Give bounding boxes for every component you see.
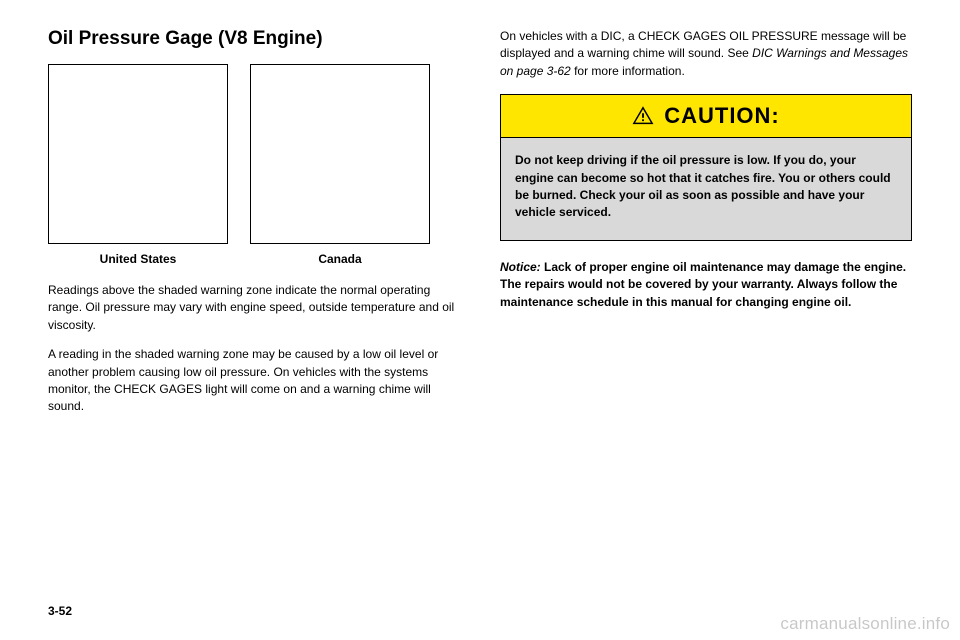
notice-label: Notice: [500,260,541,274]
page-number: 3-52 [48,604,72,618]
watermark-text: carmanualsonline.info [780,614,950,634]
left-paragraph-1: Readings above the shaded warning zone i… [48,282,460,334]
gage-images-row [48,64,460,244]
gage-canada-placeholder [250,64,430,244]
caption-row: United States Canada [48,252,460,266]
warning-triangle-icon [632,105,654,127]
caution-box: CAUTION: Do not keep driving if the oil … [500,94,912,241]
right-column: On vehicles with a DIC, a CHECK GAGES OI… [500,28,912,428]
right-p1-c: for more information. [571,64,685,78]
caution-title: CAUTION: [664,103,780,129]
caption-us: United States [48,252,228,266]
caution-header: CAUTION: [501,95,911,138]
page-content: Oil Pressure Gage (V8 Engine) United Sta… [0,0,960,428]
notice-body: Lack of proper engine oil maintenance ma… [500,260,906,309]
gage-us-placeholder [48,64,228,244]
left-column: Oil Pressure Gage (V8 Engine) United Sta… [48,28,460,428]
notice-paragraph: Notice: Lack of proper engine oil mainte… [500,259,912,311]
caption-canada: Canada [250,252,430,266]
section-heading: Oil Pressure Gage (V8 Engine) [48,28,460,50]
caution-body: Do not keep driving if the oil pressure … [501,138,911,240]
left-paragraph-2: A reading in the shaded warning zone may… [48,346,460,416]
right-paragraph-1: On vehicles with a DIC, a CHECK GAGES OI… [500,28,912,80]
